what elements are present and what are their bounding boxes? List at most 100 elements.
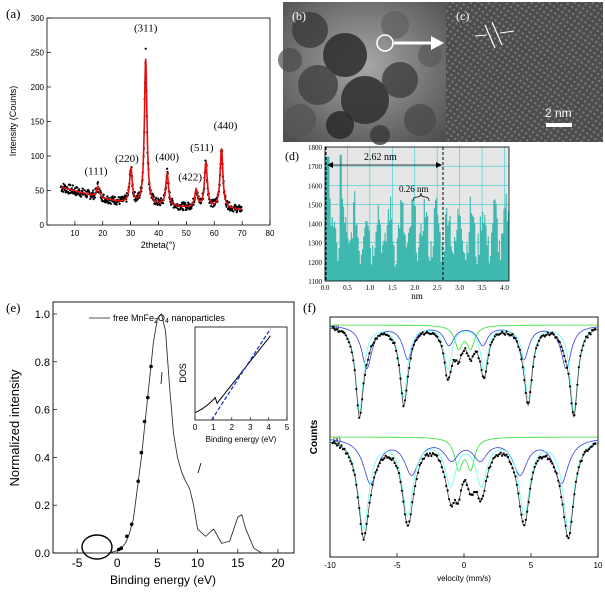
panel-f-data-point bbox=[518, 348, 522, 351]
panel-f-data-point bbox=[365, 363, 368, 366]
panel-f-data-point bbox=[507, 333, 510, 336]
panel-d-xtick-label: 0.5 bbox=[343, 284, 352, 292]
panel-f-data-point bbox=[455, 359, 458, 362]
panel-f-data-point bbox=[576, 383, 579, 386]
panel-f-data-point bbox=[431, 452, 434, 455]
panel-f-data-point bbox=[565, 534, 569, 538]
panel-f-data-point bbox=[489, 465, 492, 468]
panel-f-data-point bbox=[533, 355, 536, 358]
panel-f-data-point bbox=[480, 497, 483, 500]
panel-e-legend: free MnFe2O4 nanoparticles bbox=[89, 313, 225, 325]
panel-f-data-point bbox=[490, 461, 493, 464]
panel-f-data-point bbox=[397, 472, 401, 475]
panel-f-data-point bbox=[567, 372, 570, 375]
panel-f-data-point bbox=[565, 366, 569, 369]
fringe-marker-1 bbox=[484, 24, 496, 49]
panel-f-data-point bbox=[509, 462, 513, 465]
panel-d-profile-bars bbox=[325, 154, 509, 281]
span-annotation: 2.62 nm bbox=[364, 152, 397, 163]
panel-e-frame bbox=[52, 301, 295, 554]
panel-f-data-point bbox=[499, 451, 502, 454]
panel-f-data-point bbox=[490, 341, 493, 344]
panel-f-data-point bbox=[555, 336, 558, 339]
panel-f-data-point bbox=[355, 483, 358, 486]
panel-f-label: (f) bbox=[303, 300, 316, 315]
panel-f-data-point bbox=[358, 416, 361, 419]
fringe-arrow-left bbox=[474, 34, 488, 37]
panel-f-data-point bbox=[336, 444, 339, 447]
panel-f-data-point bbox=[461, 483, 464, 486]
panel-f-xlabel: velocity (mm/s) bbox=[437, 574, 491, 583]
panel-a-data-point bbox=[238, 205, 241, 208]
panel-f-data-point bbox=[536, 344, 539, 347]
panel-f-data-point bbox=[369, 494, 373, 497]
panel-a-data-point bbox=[232, 210, 235, 213]
panel-f-data-point bbox=[353, 473, 356, 476]
panel-e-label: (e) bbox=[6, 300, 20, 315]
panel-f-data-point bbox=[415, 477, 418, 481]
panel-f-data-point bbox=[473, 352, 476, 356]
panel-f-data-point bbox=[529, 487, 532, 490]
panel-d-ytick-label: 1300 bbox=[308, 240, 323, 248]
panel-a-data-point bbox=[235, 205, 238, 209]
panel-f-data-point bbox=[359, 411, 362, 414]
panel-f-data-point bbox=[552, 466, 555, 469]
panel-f-data-point bbox=[508, 460, 511, 463]
panel-f-data-point bbox=[591, 445, 594, 448]
nanoparticle-cluster bbox=[278, 11, 442, 145]
panel-f-data-point bbox=[487, 353, 490, 357]
panel-f-data-point bbox=[517, 492, 520, 495]
panel-d-ytick-label: 1400 bbox=[308, 221, 323, 229]
panel-f-data-point bbox=[535, 462, 538, 465]
panel-f-data-point bbox=[336, 328, 339, 331]
panel-f-data-point bbox=[468, 358, 471, 361]
panel-f-ylabel: Counts bbox=[309, 419, 320, 454]
panel-f-data-point bbox=[451, 364, 454, 367]
panel-f-data-point bbox=[527, 501, 530, 504]
panel-a-ytick-label: 0 bbox=[40, 221, 45, 230]
panel-f-data-point bbox=[420, 461, 423, 465]
panel-d-xtick-label: 0.0 bbox=[321, 284, 330, 292]
panel-f-data-point bbox=[449, 504, 452, 507]
panel-f-data-point bbox=[515, 340, 519, 343]
panel-f-data-point bbox=[563, 354, 566, 357]
panel-f-data-point bbox=[567, 537, 570, 540]
panel-f-data-point bbox=[349, 345, 352, 348]
panel-f-data-point bbox=[505, 330, 508, 333]
panel-f-data-point bbox=[347, 456, 350, 459]
panel-a-data-point bbox=[106, 195, 109, 198]
panel-a-xtick-label: 30 bbox=[126, 229, 135, 238]
panel-f-data-point bbox=[402, 500, 405, 503]
panel-f-data-point bbox=[381, 458, 384, 462]
panel-d-xtick-label: 1.0 bbox=[366, 284, 375, 292]
panel-f-data-point bbox=[579, 354, 582, 357]
panel-a-data-point bbox=[92, 198, 95, 201]
panel-f-data-point bbox=[356, 404, 359, 407]
panel-e-xtick-label: 0 bbox=[114, 556, 121, 570]
panel-a-data-point bbox=[69, 184, 72, 187]
panel-f-data-point bbox=[409, 357, 412, 360]
panel-f-data-point bbox=[371, 344, 374, 347]
panel-f-data-point bbox=[390, 458, 393, 462]
panel-f-data-point bbox=[588, 331, 591, 335]
panel-a-xlabel: 2theta(°) bbox=[141, 240, 176, 250]
panel-f-data-point bbox=[408, 520, 411, 523]
panel-a-data-point bbox=[109, 202, 112, 205]
panel-f-data-point bbox=[481, 375, 485, 378]
panel-a-data-point bbox=[92, 189, 95, 192]
panel-f-data-point bbox=[446, 489, 449, 492]
panel-f-data-point bbox=[580, 459, 583, 462]
panel-f-data-point bbox=[515, 483, 519, 486]
panel-f-total-fit bbox=[329, 441, 598, 539]
panel-f-data-point bbox=[465, 352, 468, 355]
panel-f-data-point bbox=[412, 343, 415, 346]
panel-f-data-point bbox=[563, 516, 566, 519]
panel-f-data-point bbox=[427, 454, 430, 458]
panel-f-data-point bbox=[399, 377, 402, 380]
inset-xtick-label: 5 bbox=[285, 423, 290, 432]
panel-a-data-point bbox=[175, 206, 178, 209]
panel-f-data-point bbox=[589, 333, 592, 336]
panel-f-data-point bbox=[443, 475, 446, 479]
panel-e-photoemission-chart: (e) Normalized intensity Binding energy … bbox=[6, 300, 295, 587]
panel-f-data-point bbox=[372, 476, 376, 479]
